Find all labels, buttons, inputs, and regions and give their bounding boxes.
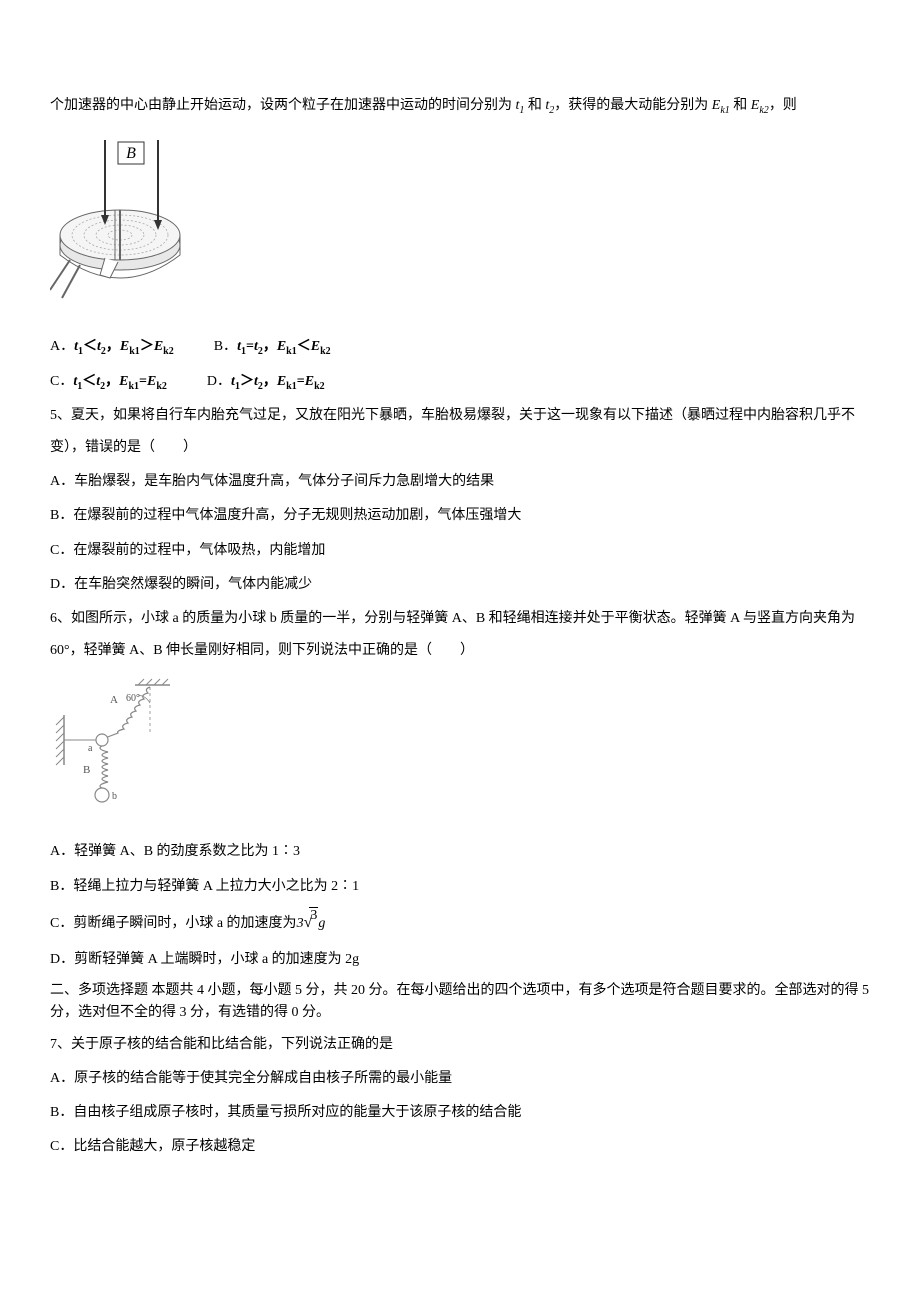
- intro-text-after: ，则: [769, 98, 797, 113]
- q6-c-sqrt-arg: 3: [309, 907, 318, 923]
- sqrt-icon: √3: [304, 905, 319, 942]
- q6-c-coef: 3: [297, 916, 304, 931]
- q4-option-d: D．t1＞t2，Ek1=Ek2: [207, 366, 325, 398]
- q5-option-a: A．车胎爆裂，是车胎内气体温度升高，气体分子间斥力急剧增大的结果: [50, 466, 870, 498]
- q6-c-prefix: C．剪断绳子瞬间时，小球 a 的加速度为: [50, 916, 297, 931]
- q4-option-a: A．t1＜t2，Ek1＞Ek2: [50, 331, 174, 363]
- q6-c-suffix: g: [318, 916, 325, 931]
- q7-option-a: A．原子核的结合能等于使其完全分解成自由核子所需的最小能量: [50, 1063, 870, 1095]
- q6-option-a: A．轻弹簧 A、B 的劲度系数之比为 1∶3: [50, 836, 870, 868]
- q5-option-d: D．在车胎突然爆裂的瞬间，气体内能减少: [50, 569, 870, 601]
- intro-paragraph: 个加速器的中心由静止开始运动，设两个粒子在加速器中运动的时间分别为 t1 和 t…: [50, 90, 870, 122]
- q4-option-c: C．t1＜t2，Ek1=Ek2: [50, 366, 167, 398]
- intro-text-before: 个加速器的中心由静止开始运动，设两个粒子在加速器中运动的时间分别为: [50, 98, 516, 113]
- q4-options-row-2: C．t1＜t2，Ek1=Ek2 D．t1＞t2，Ek1=Ek2: [50, 366, 870, 398]
- q4-option-b: B．t1=t2，Ek1＜Ek2: [214, 331, 331, 363]
- q7-stem: 7、关于原子核的结合能和比结合能，下列说法正确的是: [50, 1029, 870, 1061]
- q4-options-row-1: A．t1＜t2，Ek1＞Ek2 B．t1=t2，Ek1＜Ek2: [50, 331, 870, 363]
- spring-svg: 60° A a B b: [50, 675, 180, 815]
- cyclotron-svg: B: [50, 130, 200, 310]
- ek1-sub: k1: [720, 105, 729, 116]
- figure2-label-b-spring: B: [83, 764, 90, 776]
- intro-and1: 和: [524, 98, 545, 113]
- q6-option-b: B．轻绳上拉力与轻弹簧 A 上拉力大小之比为 2∶1: [50, 871, 870, 903]
- figure2-label-a-ball: a: [88, 743, 93, 754]
- q6-stem: 6、如图所示，小球 a 的质量为小球 b 质量的一半，分别与轻弹簧 A、B 和轻…: [50, 603, 870, 667]
- q7-option-b: B．自由核子组成原子核时，其质量亏损所对应的能量大于该原子核的结合能: [50, 1097, 870, 1129]
- figure2-label-b-ball: b: [112, 791, 117, 802]
- ek2-sub: k2: [759, 105, 768, 116]
- q5-option-b: B．在爆裂前的过程中气体温度升高，分子无规则热运动加剧，气体压强增大: [50, 500, 870, 532]
- q5-stem: 5、夏天，如果将自行车内胎充气过足，又放在阳光下暴晒，车胎极易爆裂，关于这一现象…: [50, 400, 870, 464]
- cyclotron-figure: B: [50, 130, 870, 323]
- q7-option-c: C．比结合能越大，原子核越稳定: [50, 1131, 870, 1163]
- q6-option-d: D．剪断轻弹簧 A 上端瞬时，小球 a 的加速度为 2g: [50, 944, 870, 976]
- intro-text-mid: ，获得的最大动能分别为: [554, 98, 712, 113]
- intro-and2: 和: [730, 98, 751, 113]
- figure1-label-b: B: [126, 145, 136, 162]
- section-2-title: 二、多项选择题 本题共 4 小题，每小题 5 分，共 20 分。在每小题给出的四…: [50, 980, 870, 1025]
- figure2-angle: 60°: [126, 693, 140, 704]
- q6-option-c: C．剪断绳子瞬间时，小球 a 的加速度为3√3g: [50, 905, 870, 942]
- q5-option-c: C．在爆裂前的过程中，气体吸热，内能增加: [50, 535, 870, 567]
- figure2-label-a-spring: A: [110, 694, 118, 706]
- spring-figure: 60° A a B b: [50, 675, 870, 828]
